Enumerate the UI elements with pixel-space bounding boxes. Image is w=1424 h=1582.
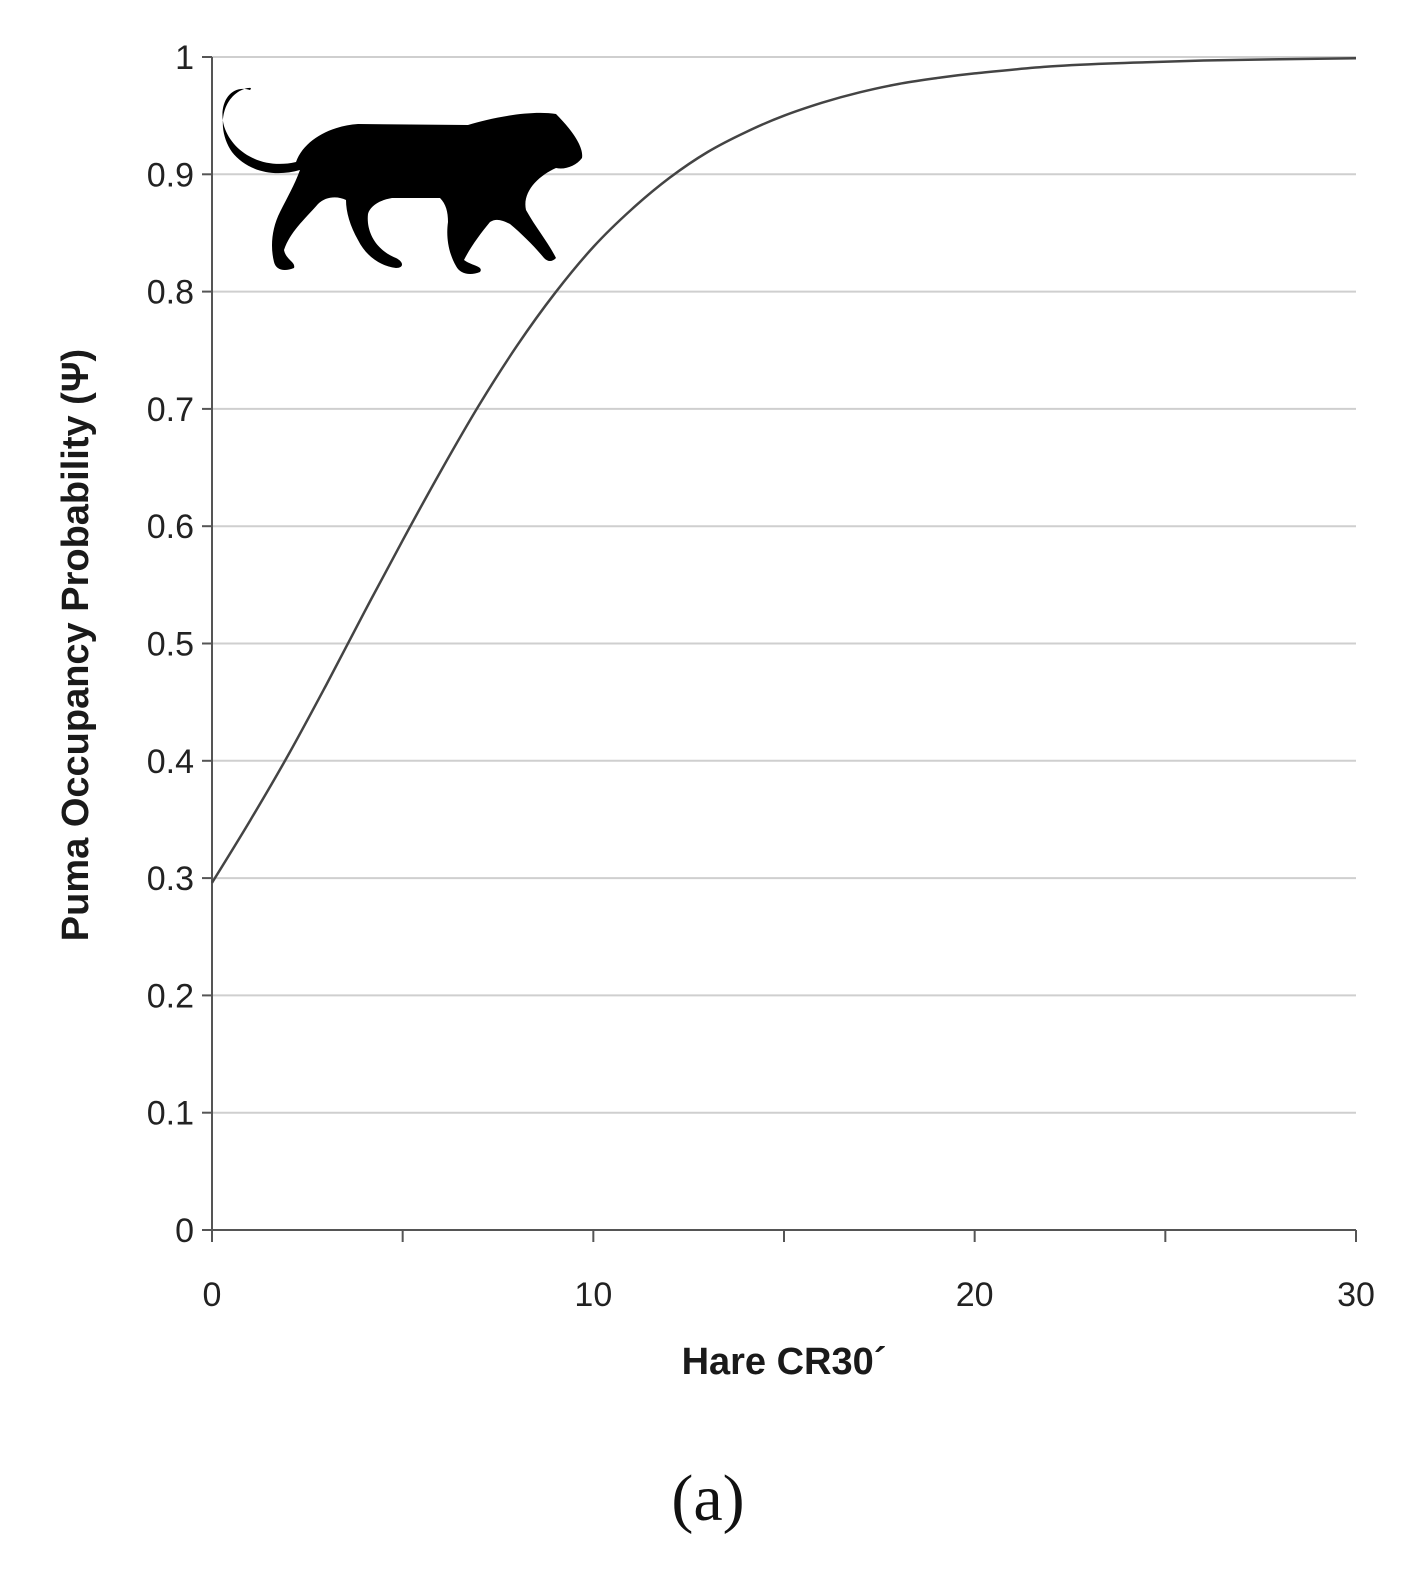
x-tick-label: 30 — [1337, 1276, 1375, 1314]
y-axis-title: Puma Occupancy Probability (Ψ) — [55, 349, 97, 941]
series-line — [210, 56, 1357, 884]
x-axis-title: Hare CR30´ — [682, 1341, 887, 1383]
x-tick-label: 20 — [956, 1276, 994, 1314]
y-tick-label: 0.9 — [147, 156, 194, 194]
y-tick-label: 0.6 — [147, 508, 194, 546]
panel-label: (a) — [671, 1462, 744, 1535]
x-tick-labels: 0 10 20 30 — [203, 1276, 1375, 1314]
y-tick-label: 0.2 — [147, 977, 194, 1015]
gridlines — [212, 56, 1356, 1114]
y-tick-label: 0.3 — [147, 860, 194, 898]
y-tick-label: 0.1 — [147, 1095, 194, 1133]
axes — [202, 56, 1357, 1242]
y-tick-label: 0.5 — [147, 626, 194, 664]
y-tick-labels: 0 0.1 0.2 0.3 0.4 0.5 0.6 0.7 0.8 0.9 1 — [147, 39, 194, 1250]
series-layer — [210, 56, 1357, 884]
y-tick-label: 1 — [175, 39, 194, 77]
y-tick-label: 0.4 — [147, 743, 194, 781]
x-tick-label: 10 — [574, 1276, 612, 1314]
y-tick-label: 0.8 — [147, 274, 194, 312]
puma-silhouette-icon — [222, 87, 583, 274]
y-tick-label: 0 — [175, 1212, 194, 1250]
x-tick-label: 0 — [203, 1276, 222, 1314]
y-tick-label: 0.7 — [147, 391, 194, 429]
